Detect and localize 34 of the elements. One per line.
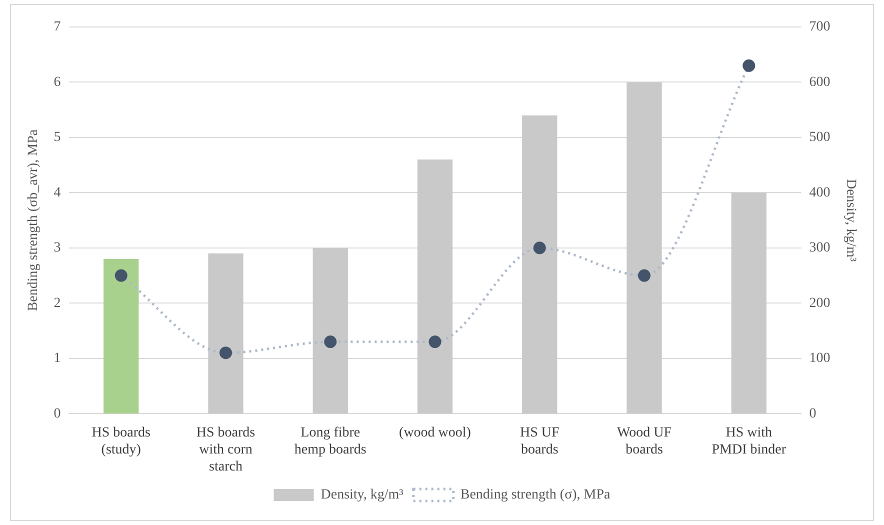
x-tick-label: Long fibre hemp boards bbox=[294, 426, 366, 458]
y2-axis-title: Density, kg/m³ bbox=[842, 178, 858, 262]
y-tick-label: 6 bbox=[54, 74, 61, 90]
x-tick-label: Wood UF boards bbox=[617, 426, 672, 458]
y-tick-label: 7 bbox=[54, 20, 61, 35]
y2-tick-label: 600 bbox=[809, 74, 830, 90]
bar bbox=[312, 248, 348, 414]
y2-tick-label: 0 bbox=[809, 406, 816, 422]
bar bbox=[626, 82, 662, 414]
y2-tick-label: 700 bbox=[809, 20, 830, 35]
bar bbox=[522, 115, 558, 414]
x-tick-label: (wood wool) bbox=[399, 426, 472, 441]
y2-tick-label: 400 bbox=[809, 185, 830, 200]
y-tick-label: 2 bbox=[54, 296, 61, 311]
y-tick-label: 1 bbox=[54, 351, 61, 366]
legend-label: Density, kg/m³ bbox=[320, 488, 404, 503]
y-tick-label: 0 bbox=[54, 406, 61, 422]
y-tick-label: 5 bbox=[54, 130, 61, 146]
y2-tick-label: 200 bbox=[809, 296, 830, 311]
bar bbox=[208, 253, 244, 414]
y-tick-label: 3 bbox=[54, 240, 61, 256]
legend-label: Bending strength (σ), MPa bbox=[460, 488, 612, 503]
x-tick-label: HS with PMDI binder bbox=[712, 426, 786, 458]
y2-tick-label: 500 bbox=[809, 130, 830, 146]
bar bbox=[104, 258, 139, 414]
x-tick-label: HS boards with corn starch bbox=[196, 426, 256, 474]
y-tick-label: 4 bbox=[54, 185, 61, 200]
bar bbox=[731, 192, 766, 414]
bar bbox=[417, 160, 453, 414]
x-tick-label: HS boards (study) bbox=[92, 426, 150, 458]
y2-tick-label: 100 bbox=[809, 351, 830, 366]
y2-tick-label: 300 bbox=[809, 240, 830, 256]
y-axis-title: Bending strength (σb_avr), MPa bbox=[26, 128, 42, 312]
x-tick-label: HS UF boards bbox=[520, 426, 560, 458]
